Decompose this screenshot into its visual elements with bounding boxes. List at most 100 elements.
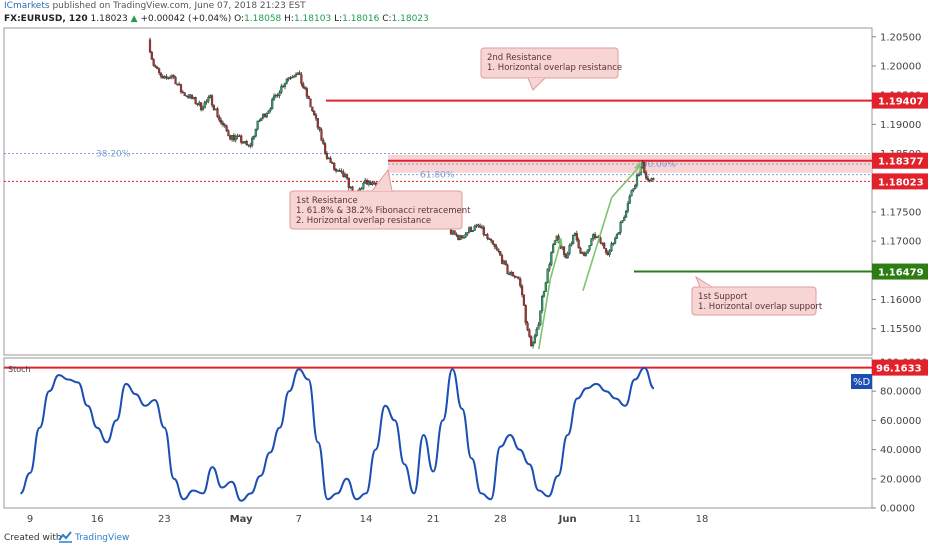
candle-bull	[349, 186, 352, 188]
candle-bear	[318, 127, 321, 130]
time-tick-label: 9	[27, 514, 33, 525]
level-badge-resistance	[872, 92, 928, 109]
note-2nd-resistance-text: 2nd Resistance	[487, 53, 552, 63]
candle-bull	[502, 260, 505, 264]
price-tick-label: 1.20000	[880, 61, 921, 72]
author-link[interactable]: ICmarkets	[4, 1, 50, 11]
candle-bear	[365, 180, 369, 185]
candle-bear	[225, 125, 228, 131]
time-tick-label: 11	[628, 514, 641, 525]
candle-bull	[592, 234, 595, 239]
note-1st-resistance-pointer	[371, 168, 393, 192]
footer: Created with TradingView	[0, 528, 932, 550]
candle-bear	[179, 84, 183, 93]
note-1st-support	[691, 286, 817, 316]
candle-bull	[269, 108, 272, 112]
stoch-name: Stoch	[8, 365, 31, 374]
trend-arrow-line	[538, 278, 552, 350]
candle-bear	[506, 264, 509, 275]
candle-bear	[599, 237, 602, 244]
candle-bull	[287, 77, 290, 80]
candle-bear	[220, 120, 223, 124]
candle-bear	[508, 273, 511, 276]
candle-bull	[608, 250, 611, 256]
candle-bull	[546, 268, 549, 283]
candle-bear	[482, 226, 485, 235]
candle-bear	[479, 225, 482, 228]
candle-bull	[234, 136, 237, 141]
level-badge-label: 1.19407	[878, 97, 924, 108]
stoch-d-line	[19, 366, 655, 502]
candle-bull	[464, 233, 467, 238]
candle-bull	[590, 238, 593, 246]
candle-bear	[324, 143, 327, 154]
candle-bear	[322, 139, 325, 144]
candle-bull	[294, 74, 298, 77]
level-badge-resistance	[872, 152, 928, 169]
price-tick-label: 1.19000	[880, 120, 921, 131]
candle-bear	[652, 178, 655, 180]
candle-bull	[249, 145, 252, 147]
symbol-label: FX:EURUSD, 120	[4, 14, 88, 24]
candle-bear	[345, 174, 349, 179]
candle-bear	[338, 170, 341, 172]
candle-bull	[230, 135, 234, 140]
candle-bear	[648, 179, 651, 182]
candle-bull	[626, 203, 629, 212]
candle-bull	[163, 76, 166, 79]
candle-bull	[209, 95, 212, 98]
candle-bear	[455, 233, 458, 236]
candle-bear	[282, 85, 285, 88]
note-2nd-resistance-pointer	[527, 77, 546, 91]
candle-bear	[601, 242, 604, 245]
candle-bear	[603, 243, 606, 249]
price-chart[interactable]: 1.205001.200001.195001.190001.185001.180…	[0, 0, 932, 528]
candle-bull	[170, 75, 173, 78]
trend-arrow-line	[611, 165, 641, 198]
candle-bull	[555, 235, 558, 241]
tradingview-link[interactable]: TradingView	[75, 533, 130, 543]
time-tick-label: May	[230, 514, 253, 525]
candle-bear	[165, 76, 168, 78]
candle-bull	[236, 135, 239, 137]
candle-bear	[491, 240, 495, 245]
candle-bull	[586, 249, 589, 254]
candle-bull	[189, 94, 192, 99]
candle-bull	[296, 72, 299, 75]
note-1st-support-text: 1st Support	[698, 292, 748, 302]
candle-bear	[499, 251, 502, 256]
candle-bear	[369, 181, 372, 185]
candle-bull	[544, 282, 547, 292]
candle-bull	[510, 271, 513, 275]
trend-arrow-head-icon	[634, 162, 642, 172]
candle-bull	[570, 243, 573, 246]
candle-bull	[371, 182, 374, 185]
candle-bear	[528, 329, 531, 337]
stoch-tick-label: 80.0000	[880, 387, 921, 398]
note-2nd-resistance	[480, 47, 619, 79]
candle-bull	[214, 108, 217, 110]
candle-bear	[218, 116, 221, 121]
stoch-tick-label: 20.0000	[880, 474, 921, 485]
candle-bear	[196, 103, 199, 105]
candle-bear	[453, 230, 456, 235]
note-1st-support-text: 1. Horizontal overlap support	[698, 302, 823, 312]
candle-bear	[247, 144, 250, 146]
candle-bear	[513, 275, 516, 278]
price-tick-label: 1.20500	[880, 32, 921, 43]
candle-bear	[303, 87, 307, 89]
candle-bear	[159, 72, 163, 77]
candle-bear	[309, 98, 312, 108]
candle-bear	[342, 171, 345, 177]
candle-bull	[280, 85, 283, 93]
candle-bull	[612, 243, 615, 245]
candle-bear	[289, 77, 292, 79]
candle-bear	[316, 118, 319, 128]
candle-bear	[241, 142, 245, 144]
level-badge-last	[872, 173, 928, 190]
candle-bull	[637, 174, 640, 177]
candle-bull	[561, 246, 564, 249]
candle-bear	[212, 104, 215, 110]
candle-bear	[486, 234, 489, 239]
candle-bear	[489, 239, 493, 241]
